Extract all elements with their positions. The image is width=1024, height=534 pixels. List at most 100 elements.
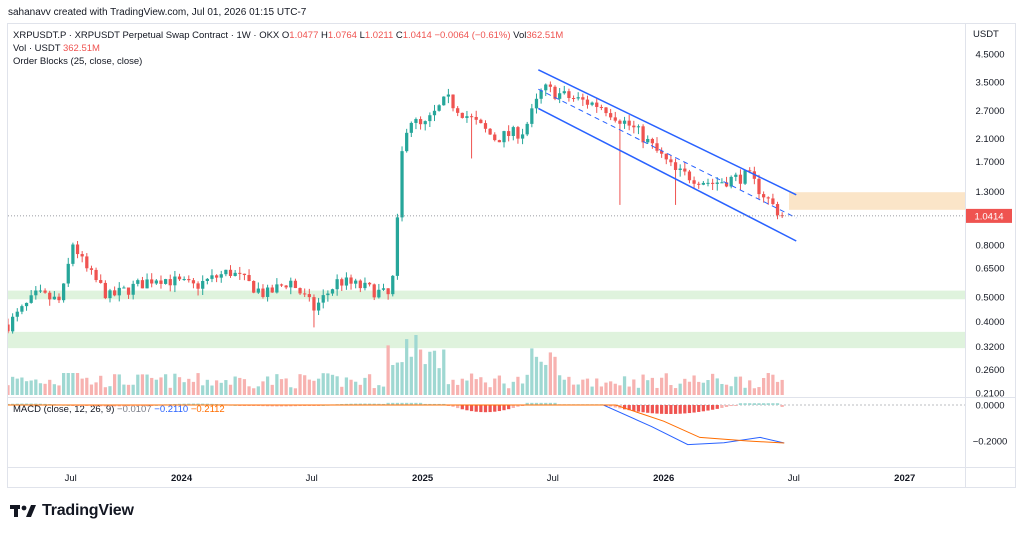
macd-histogram-bar	[469, 405, 474, 412]
macd-histogram-bar	[627, 405, 631, 411]
volume-bar	[595, 378, 599, 395]
volume-bar	[363, 377, 367, 395]
volume-bar	[214, 380, 219, 395]
macd-label: MACD (close, 12, 26, 9)	[13, 404, 115, 415]
volume-legend[interactable]: Vol · USDT 362.51M	[13, 43, 100, 54]
ohlc-key: O	[281, 30, 290, 41]
macd-histogram-bar	[24, 403, 29, 405]
time-tick-label: Jul	[306, 473, 318, 484]
candle-body	[289, 280, 293, 288]
candle-body	[372, 284, 376, 298]
candle-body	[669, 159, 673, 163]
macd-tick-label: −0.2000	[973, 437, 1008, 448]
candle-body	[720, 182, 724, 184]
volume-bar	[581, 379, 585, 395]
candle-body	[150, 279, 154, 284]
macd-histogram-bar	[715, 405, 719, 409]
candle-body	[94, 269, 98, 281]
volume-bar	[437, 368, 441, 395]
macd-histogram-bar	[363, 403, 367, 405]
ohlc-value: 1.0211	[364, 30, 396, 41]
volume-bar	[312, 380, 316, 395]
candle-body	[349, 277, 353, 284]
volume-bar	[261, 381, 265, 395]
volume-bar	[609, 381, 613, 395]
macd-histogram-bar	[38, 403, 43, 405]
macd-histogram-bar	[20, 403, 24, 405]
ohlc-key: H	[321, 30, 328, 41]
volume-bar	[330, 374, 335, 395]
volume-bar	[275, 374, 279, 395]
candle-body	[646, 138, 650, 143]
volume-bar	[497, 375, 502, 395]
macd-histogram-bar	[465, 405, 469, 411]
candle-body	[456, 108, 460, 113]
candle-body	[321, 295, 325, 303]
candle-body	[446, 94, 451, 97]
time-tick-label: 2025	[412, 473, 434, 484]
candle-body	[312, 297, 316, 311]
volume-bar	[479, 377, 483, 395]
volume-bar	[298, 374, 302, 395]
volume-bar	[678, 383, 682, 395]
macd-histogram-bar	[358, 403, 362, 405]
volume-bar	[715, 378, 719, 395]
time-tick-label: 2027	[894, 473, 915, 484]
candle-body	[493, 134, 497, 141]
price-tick-label: 0.3200	[975, 342, 1004, 353]
symbol-legend[interactable]: XRPUSDT.P · XRPUSDT Perpetual Swap Contr…	[13, 30, 563, 41]
volume-bar	[567, 376, 571, 395]
volume-bar	[228, 384, 233, 395]
candle-body	[330, 289, 335, 294]
candle-body	[511, 127, 515, 136]
candle-body	[405, 132, 409, 152]
volume-bar	[99, 375, 103, 395]
candle-body	[335, 279, 339, 290]
ohlc-key: C	[395, 30, 403, 41]
macd-histogram-bar	[187, 403, 191, 405]
candle-body	[428, 115, 432, 122]
order-blocks-legend[interactable]: Order Blocks (25, close, close)	[13, 56, 142, 67]
volume-bar	[618, 385, 622, 395]
candle-body	[191, 280, 196, 284]
volume-bar	[284, 378, 288, 395]
ohlc-value: 1.0477	[289, 30, 321, 41]
volume-bar	[400, 362, 404, 395]
macd-histogram-bar	[437, 403, 441, 405]
volume-bar	[117, 374, 121, 395]
candle-body	[748, 170, 752, 172]
macd-histogram-bar	[636, 405, 641, 412]
macd-histogram-bar	[432, 403, 437, 405]
macd-histogram-bar	[29, 403, 33, 405]
candle-body	[757, 178, 761, 195]
candle-body	[423, 121, 427, 125]
volume-bar	[252, 388, 256, 395]
candle-body	[279, 284, 284, 286]
candle-body	[460, 112, 464, 118]
candle-body	[469, 116, 474, 118]
macd-histogram-bar	[664, 405, 668, 414]
candle-body	[11, 316, 15, 332]
volume-bar	[38, 383, 43, 395]
macd-histogram-bar	[483, 405, 488, 413]
macd-histogram-bar	[687, 405, 692, 414]
volume-bar	[743, 387, 747, 395]
macd-histogram-bar	[418, 402, 423, 405]
volume-bar	[724, 384, 729, 395]
macd-histogram-bar	[405, 402, 409, 405]
volume-bar	[409, 356, 413, 395]
macd-legend[interactable]: MACD (close, 12, 26, 9) −0.0107 −0.2110 …	[13, 404, 225, 415]
candle-body	[507, 131, 511, 136]
macd-histogram-bar	[201, 403, 205, 405]
chart-frame[interactable]	[7, 23, 1016, 488]
macd-histogram-bar	[451, 405, 455, 407]
macd-histogram-bar	[173, 403, 177, 405]
macd-histogram-bar	[89, 405, 94, 407]
volume-bar	[52, 384, 56, 395]
candle-body	[775, 204, 780, 216]
ohlc-key: L	[359, 30, 365, 41]
candle-body	[692, 180, 696, 184]
candle-body	[488, 128, 492, 135]
volume-bar	[75, 373, 80, 395]
